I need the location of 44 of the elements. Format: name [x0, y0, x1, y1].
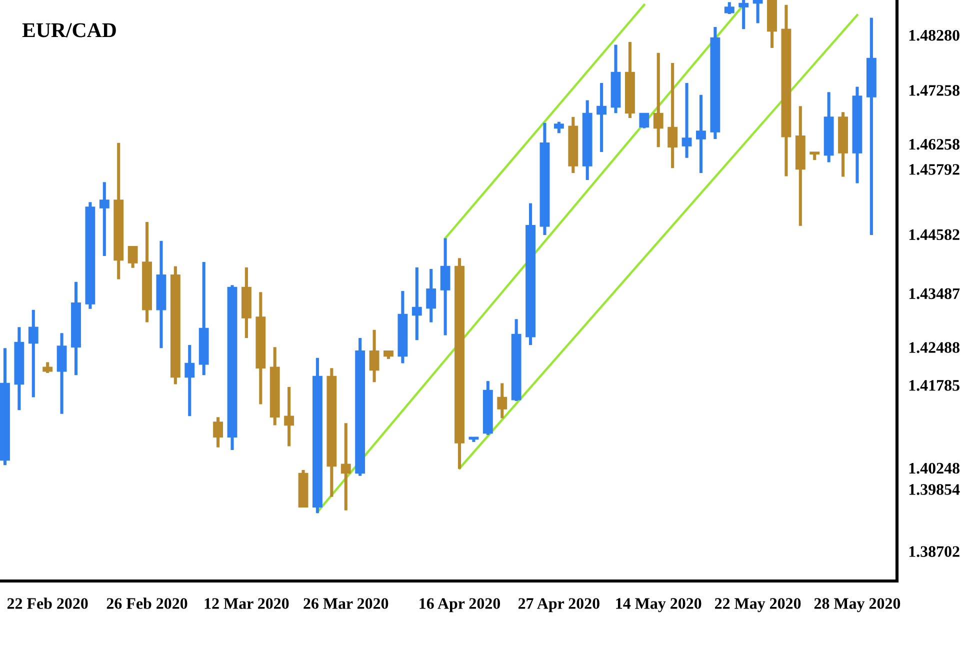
candlestick [724, 2, 734, 14]
x-tick-label: 26 Mar 2020 [304, 598, 388, 609]
candlestick [682, 83, 692, 158]
y-tick-label: 1.38702 [909, 546, 960, 558]
candlestick [28, 310, 38, 398]
candlestick [596, 83, 607, 152]
y-tick-label: 1.48280 [909, 30, 960, 41]
candlestick [738, 0, 749, 30]
x-tick-label: 22 Feb 2020 [7, 598, 88, 609]
y-tick-label: 1.40248 [909, 462, 960, 474]
candlestick [696, 94, 706, 174]
x-tick-label: 16 Apr 2020 [420, 598, 500, 612]
x-tick-label: 22 May 2020 [714, 598, 801, 612]
y-tick-label: 1.42488 [909, 342, 960, 353]
candlestick [653, 52, 664, 148]
candlestick [340, 423, 351, 510]
candlestick [497, 383, 508, 418]
candlestick [554, 122, 564, 134]
candlestick [752, 0, 763, 24]
y-tick-label: 1.47258 [909, 85, 960, 96]
candlestick [440, 238, 450, 336]
x-tick-label: 14 May 2020 [616, 598, 702, 612]
candlestick [668, 63, 678, 168]
candlestick [369, 330, 380, 382]
candlestick [412, 267, 422, 340]
x-tick-label: 12 Mar 2020 [204, 598, 289, 609]
y-tick-label: 1.45792 [909, 164, 960, 175]
candlestick [213, 417, 223, 448]
x-tick-label: 26 Feb 2020 [106, 598, 188, 609]
candlestick [284, 386, 294, 446]
candlestick [42, 362, 53, 373]
y-tick-label: 1.44582 [909, 229, 960, 240]
candlestick [639, 112, 650, 128]
candlestick [426, 268, 436, 322]
candlestick [184, 344, 195, 416]
candlestick [99, 182, 110, 256]
y-tick-label: 1.46258 [909, 138, 960, 150]
y-tick-label: 1.43487 [909, 288, 960, 300]
candlestick [128, 246, 138, 268]
x-tick-label: 28 May 2020 [814, 598, 900, 612]
y-tick-label: 1.39854 [909, 484, 960, 495]
text: EUR/CAD [22, 23, 116, 38]
y-tick-label: 1.41785 [909, 380, 960, 391]
x-tick-label: 27 Apr 2020 [518, 598, 600, 612]
